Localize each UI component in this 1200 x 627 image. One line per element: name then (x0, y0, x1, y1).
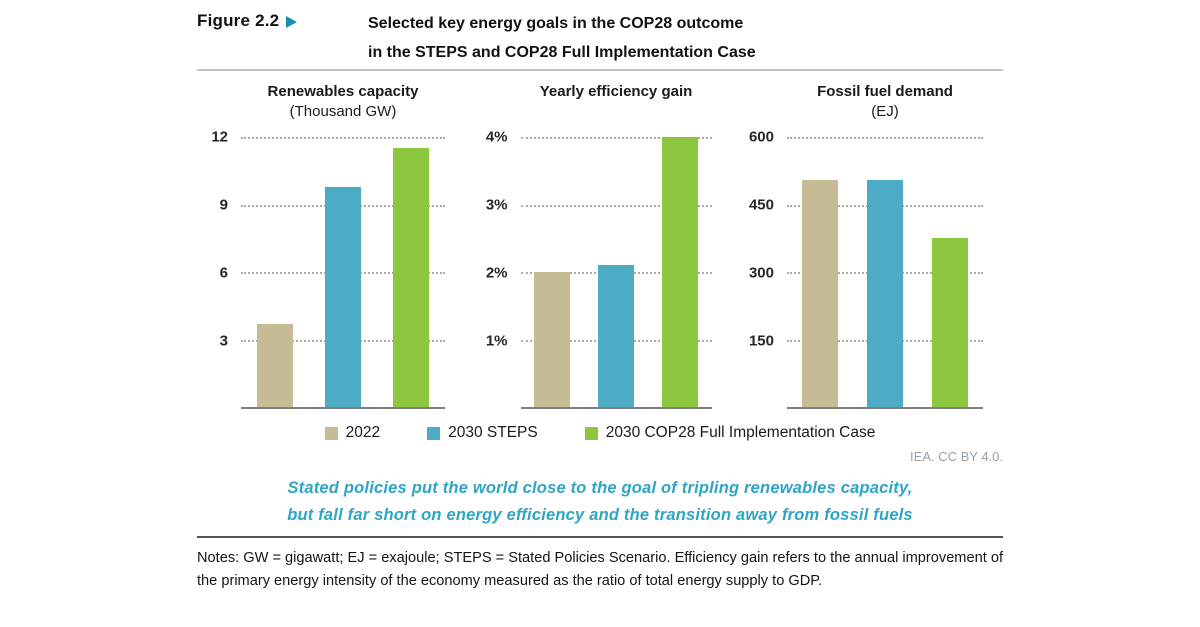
figure-title-line2: in the STEPS and COP28 Full Implementati… (368, 44, 756, 61)
y-tick-label: 1% (485, 332, 508, 350)
notes-divider (197, 536, 1003, 538)
gridline (520, 204, 712, 207)
y-axis: 3 6 9 12 (197, 129, 241, 409)
y-tick-label: 4% (485, 128, 508, 146)
key-statement: Stated policies put the world close to t… (197, 475, 1003, 529)
chart-title: Yearly efficiency gain (539, 83, 693, 100)
y-tick-label: 3% (485, 196, 508, 214)
bar-2030-steps (597, 265, 634, 407)
legend-swatch-icon (324, 426, 338, 440)
legend-label: 2030 STEPS (448, 424, 538, 441)
bar-slot (787, 137, 852, 407)
bar-2030-cop28-full-implementation-case (661, 137, 698, 407)
key-statement-line2: but fall far short on energy efficiency … (287, 506, 913, 524)
legend-item: 2022 (324, 424, 381, 442)
bars-group (241, 137, 445, 407)
chart-body: 3 6 9 12 (197, 129, 445, 409)
bar-2022 (534, 272, 571, 407)
y-tick-label: 300 (748, 264, 774, 282)
bar-2022 (256, 323, 293, 407)
figure-header: Figure 2.2 Selected key energy goals in … (197, 0, 1003, 67)
y-tick-label: 3 (219, 332, 228, 350)
bars-group (787, 137, 983, 407)
chart-legend: 2022 2030 STEPS 2030 COP28 Full Implementa… (197, 424, 1003, 442)
chart-renewables-capacity: Renewables capacity (Thousand GW) 3 6 9 12 (197, 81, 445, 409)
bars-group (521, 137, 712, 407)
plot-area (520, 137, 712, 409)
gridline (520, 137, 712, 139)
gridline (787, 137, 983, 139)
bar-slot (309, 137, 377, 407)
y-tick-label: 150 (748, 332, 774, 350)
key-statement-line1: Stated policies put the world close to t… (287, 479, 913, 497)
y-tick-label: 450 (748, 196, 774, 214)
figure-label-wrap: Figure 2.2 (197, 9, 368, 31)
bar-2022 (801, 179, 838, 407)
y-axis: 150 300 450 600 (743, 129, 787, 409)
chart-yearly-efficiency-gain: Yearly efficiency gain 1% 2% 3% 4% (477, 81, 712, 409)
attribution-text: IEA. CC BY 4.0. (910, 449, 1003, 464)
y-tick-label: 9 (219, 196, 228, 214)
chart-title: Fossil fuel demand (817, 83, 953, 100)
legend-label: 2030 COP28 Full Implementation Case (605, 424, 876, 441)
figure-title-line1: Selected key energy goals in the COP28 o… (368, 15, 744, 32)
bar-2030-cop28-full-implementation-case (392, 148, 429, 407)
figure-number-label: Figure 2.2 (197, 11, 280, 30)
bar-slot (241, 137, 309, 407)
legend-label: 2022 (345, 424, 381, 441)
legend-item: 2030 STEPS (427, 424, 538, 442)
y-tick-label: 6 (219, 264, 228, 282)
bar-slot (521, 137, 585, 407)
y-tick-label: 12 (211, 128, 228, 146)
plot-area (241, 137, 445, 409)
figure-container: Figure 2.2 Selected key energy goals in … (197, 0, 1003, 592)
y-axis: 1% 2% 3% 4% (477, 129, 521, 409)
chart-fossil-fuel-demand: Fossil fuel demand (EJ) 150 300 450 600 (743, 81, 983, 409)
legend-item: 2030 COP28 Full Implementation Case (584, 424, 876, 442)
bar-2030-steps (324, 186, 361, 407)
chart-head: Yearly efficiency gain (477, 81, 712, 137)
y-tick-label: 2% (485, 264, 508, 282)
y-tick-label: 600 (748, 128, 774, 146)
chart-subtitle: (EJ) (871, 103, 899, 120)
figure-title: Selected key energy goals in the COP28 o… (368, 9, 756, 67)
bar-slot (852, 137, 917, 407)
bar-slot (377, 137, 445, 407)
legend-swatch-icon (427, 426, 441, 440)
bar-slot (584, 137, 648, 407)
bar-2030-cop28-full-implementation-case (932, 238, 969, 407)
chart-body: 1% 2% 3% 4% (477, 129, 712, 409)
chart-subtitle: (Thousand GW) (289, 103, 397, 120)
chart-body: 150 300 450 600 (743, 129, 983, 409)
charts-row: Renewables capacity (Thousand GW) 3 6 9 12 … (197, 81, 1003, 409)
figure-marker-triangle-icon (286, 16, 298, 28)
bar-2030-steps (866, 179, 903, 407)
gridline (241, 137, 445, 139)
plot-area (787, 137, 983, 409)
legend-swatch-icon (584, 426, 598, 440)
bar-slot (918, 137, 983, 407)
chart-head: Fossil fuel demand (EJ) (743, 81, 983, 137)
chart-head: Renewables capacity (Thousand GW) (197, 81, 445, 137)
notes-text: Notes: GW = gigawatt; EJ = exajoule; STE… (197, 550, 1003, 589)
top-divider (197, 69, 1003, 71)
bar-slot (648, 137, 712, 407)
chart-title: Renewables capacity (267, 83, 419, 100)
